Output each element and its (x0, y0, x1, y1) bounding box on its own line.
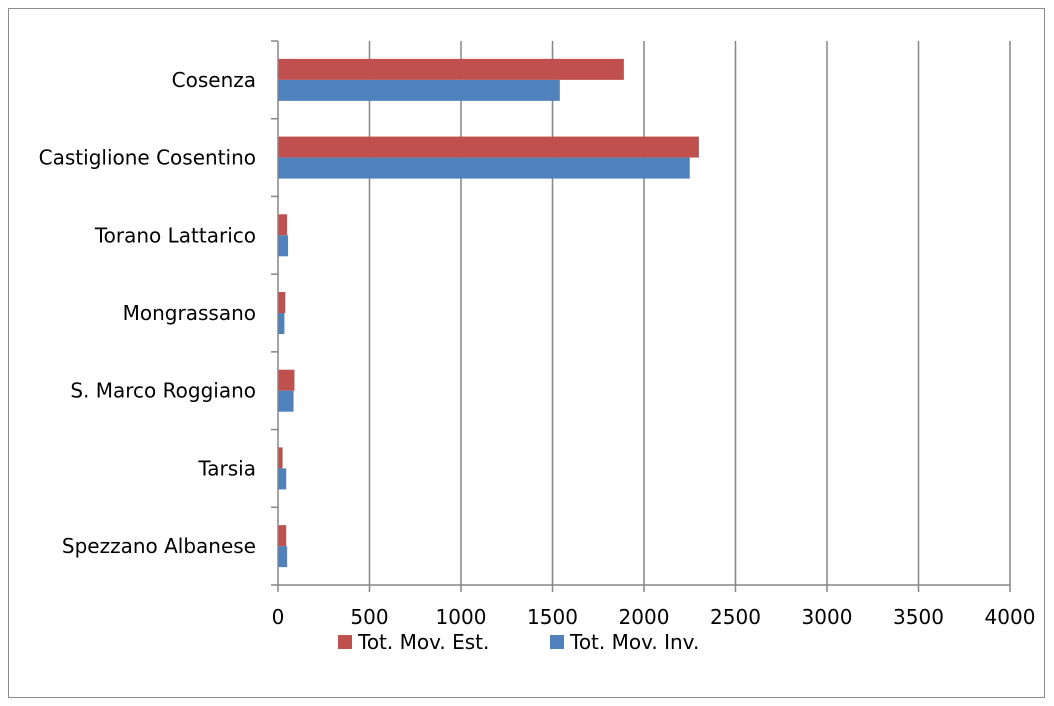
x-tick-label: 2000 (619, 605, 670, 629)
x-tick-label: 4000 (985, 605, 1036, 629)
category-label: S. Marco Roggiano (70, 379, 256, 403)
bar-tot-mov-est (278, 447, 283, 469)
category-label: Cosenza (172, 68, 256, 92)
x-tick-label: 0 (272, 605, 285, 629)
axes (271, 40, 1011, 592)
bar-tot-mov-est (278, 58, 624, 80)
legend-swatch-inv (550, 635, 564, 649)
category-label: Spezzano Albanese (62, 534, 256, 558)
bar-tot-mov-inv (278, 235, 289, 257)
bar-tot-mov-est (278, 292, 286, 313)
category-label: Tarsia (197, 456, 256, 480)
legend-item-inv: Tot. Mov. Inv. (550, 630, 699, 654)
bar-tot-mov-inv (278, 468, 287, 490)
legend-label-inv: Tot. Mov. Inv. (570, 630, 700, 654)
bar-tot-mov-est (278, 214, 288, 236)
bars (278, 58, 699, 568)
legend-item-est: Tot. Mov. Est. (338, 630, 489, 654)
chart-frame (8, 8, 1045, 698)
x-tick-label: 1500 (527, 605, 578, 629)
x-tick-label: 1000 (436, 605, 487, 629)
x-tick-label: 3000 (802, 605, 853, 629)
legend: Tot. Mov. Est. Tot. Mov. Inv. (0, 630, 1054, 660)
bar-tot-mov-inv (278, 546, 288, 568)
legend-swatch-est (338, 635, 352, 649)
gridlines (368, 41, 1011, 585)
tick-labels: 0 500 1000 1500 2000 2500 3000 3500 4000 Cosenza C… (39, 68, 1036, 629)
x-tick-label: 2500 (710, 605, 761, 629)
category-label: Mongrassano (123, 301, 256, 325)
bar-tot-mov-est (278, 136, 699, 158)
bar-tot-mov-inv (278, 79, 560, 101)
x-tick-label: 500 (350, 605, 388, 629)
legend-label-est: Tot. Mov. Est. (358, 630, 490, 654)
bar-tot-mov-inv (278, 390, 294, 412)
bar-tot-mov-inv (278, 157, 690, 179)
category-label: Castiglione Cosentino (39, 146, 256, 170)
bar-tot-mov-est (278, 369, 295, 391)
category-label: Torano Lattarico (94, 223, 256, 247)
bar-tot-mov-est (278, 525, 287, 547)
x-tick-label: 3500 (893, 605, 944, 629)
bar-tot-mov-inv (278, 313, 285, 334)
